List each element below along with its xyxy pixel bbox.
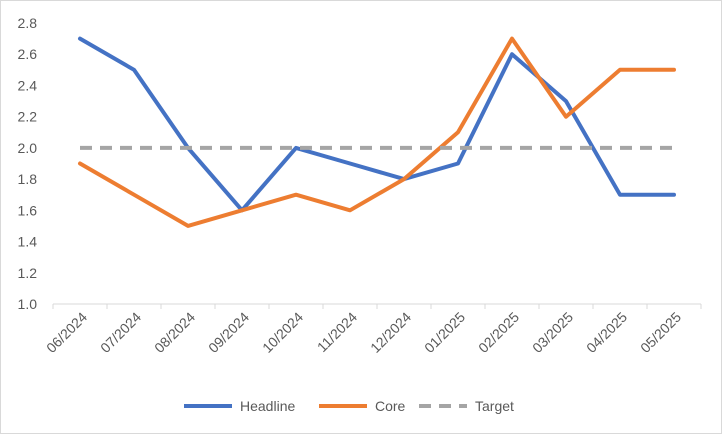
y-tick-label: 2.2: [18, 109, 38, 125]
x-tick-label: 02/2025: [475, 309, 522, 356]
x-tick-label: 05/2025: [637, 309, 684, 356]
legend-item-headline: Headline: [184, 398, 295, 414]
legend-item-core: Core: [319, 398, 406, 414]
legend-item-target: Target: [419, 398, 514, 414]
series-layer: [78, 36, 676, 228]
y-tick-label: 1.2: [18, 265, 38, 281]
x-tick-label: 03/2025: [529, 309, 576, 356]
series-line-headline: [78, 36, 676, 213]
series-line-core: [78, 36, 676, 228]
y-tick-label: 1.8: [18, 171, 38, 187]
legend-label: Target: [475, 398, 514, 414]
x-tick-label: 04/2025: [583, 309, 630, 356]
y-tick-label: 1.6: [18, 202, 38, 218]
x-tick-label: 10/2024: [259, 309, 306, 356]
y-tick-label: 1.0: [18, 296, 38, 312]
legend: Headline Core Target: [184, 398, 514, 414]
y-tick-label: 2.8: [18, 15, 38, 31]
x-tick-label: 08/2024: [151, 309, 198, 356]
y-tick-label: 1.4: [18, 234, 38, 250]
x-tick-label: 12/2024: [367, 309, 414, 356]
x-tick-label: 11/2024: [314, 309, 361, 356]
x-tick-label: 07/2024: [97, 309, 144, 356]
x-tick-label: 01/2025: [421, 309, 468, 356]
legend-label: Headline: [240, 398, 295, 414]
x-tick-label: 09/2024: [205, 309, 252, 356]
y-tick-label: 2.4: [18, 77, 38, 93]
legend-label: Core: [375, 398, 406, 414]
y-tick-label: 2.6: [18, 46, 38, 62]
y-tick-label: 2.0: [18, 140, 38, 156]
x-tick-label: 06/2024: [43, 309, 90, 356]
